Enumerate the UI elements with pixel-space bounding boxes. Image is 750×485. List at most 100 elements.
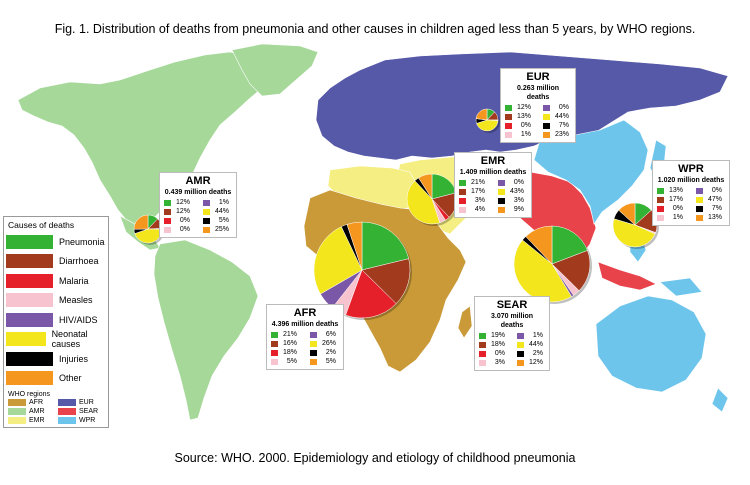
- share-value: 3%: [494, 359, 505, 366]
- cause-legend-item: HIV/AIDS: [4, 310, 108, 330]
- wpr-share-left-1: 17%: [657, 196, 686, 204]
- share-value: 43%: [509, 188, 524, 195]
- amr-share-right-0: 1%: [203, 199, 232, 207]
- sear-slice-diarrhoea: [551, 250, 591, 292]
- afr-share-left-3: 5%: [271, 358, 300, 366]
- eur-share-right-0: 0%: [543, 104, 571, 112]
- color-swatch: [498, 180, 505, 186]
- region-color-swatch: [8, 417, 26, 424]
- region-wpr-nz: [711, 387, 729, 413]
- color-swatch: [517, 333, 524, 339]
- amr-share-right-3: 25%: [203, 226, 232, 234]
- region-color-swatch: [58, 399, 76, 406]
- cause-legend-item: Malaria: [4, 271, 108, 291]
- eur-percent-grid: 12% 0% 13% 44% 0% 7% 1% 23%: [505, 104, 571, 139]
- emr-share-right-1: 43%: [498, 188, 527, 196]
- cause-color-swatch: [6, 254, 53, 269]
- region-amr-south: [153, 239, 259, 421]
- world-map: [17, 43, 729, 421]
- color-swatch: [164, 227, 171, 233]
- share-value: 0%: [513, 179, 524, 186]
- amr-share-left-2: 0%: [164, 217, 193, 225]
- regions-legend-list: AFR EUR AMR SEAR EMR WPR: [4, 399, 108, 424]
- emr-pie: [406, 173, 459, 226]
- amr-slice-other: [133, 214, 149, 230]
- causes-legend-title: Causes of deaths: [8, 220, 75, 230]
- share-value: 21%: [282, 331, 297, 338]
- eur-share-left-2: 0%: [505, 122, 533, 130]
- afr-slice-neonatal-causes: [313, 226, 363, 295]
- afr-region-name: AFR: [293, 307, 317, 319]
- amr-region-name: AMR: [185, 175, 211, 187]
- region-legend-item: EUR: [58, 399, 108, 406]
- region-color-swatch: [8, 408, 26, 415]
- causes-legend-list: Pneumonia Diarrhoea Malaria Measles HIV/AIDS…: [4, 232, 108, 388]
- share-value: 23%: [554, 131, 569, 138]
- cause-legend-item: Other: [4, 369, 108, 389]
- color-swatch: [479, 342, 486, 348]
- eur-share-left-0: 12%: [505, 104, 533, 112]
- share-value: 2%: [325, 349, 336, 356]
- color-swatch: [271, 350, 278, 356]
- color-swatch: [203, 209, 210, 215]
- afr-slice-other: [346, 221, 363, 271]
- eur-region-name: EUR: [526, 71, 550, 83]
- color-swatch: [657, 197, 664, 203]
- region-legend-item: AMR: [8, 408, 58, 415]
- sear-slice-pneumonia: [551, 225, 588, 265]
- color-swatch: [498, 189, 505, 195]
- share-value: 4%: [474, 206, 485, 213]
- color-swatch: [498, 207, 505, 213]
- emr-share-left-0: 21%: [459, 179, 488, 187]
- share-value: 18%: [490, 341, 505, 348]
- share-value: 12%: [516, 104, 531, 111]
- color-swatch: [271, 341, 278, 347]
- wpr-pie: [612, 202, 659, 249]
- wpr-share-left-3: 1%: [657, 214, 686, 222]
- sear-share-right-2: 2%: [517, 350, 545, 358]
- eur-info-box: EUR 0.263 million deaths 12% 0% 13% 44% 0% 7%…: [500, 68, 576, 143]
- color-swatch: [696, 206, 703, 212]
- cause-label: Other: [59, 373, 82, 384]
- color-swatch: [479, 333, 486, 339]
- share-value: 0%: [179, 217, 190, 224]
- emr-share-left-3: 4%: [459, 206, 488, 214]
- emr-share-right-3: 9%: [498, 206, 527, 214]
- share-value: 18%: [282, 349, 297, 356]
- sear-share-right-0: 1%: [517, 332, 545, 340]
- color-swatch: [543, 105, 550, 111]
- sear-share-left-1: 18%: [479, 341, 507, 349]
- share-value: 2%: [532, 350, 543, 357]
- region-label: SEAR: [79, 408, 99, 415]
- afr-share-right-2: 2%: [310, 349, 339, 357]
- share-value: 9%: [513, 206, 524, 213]
- region-legend-item: WPR: [58, 417, 108, 424]
- afr-share-left-1: 16%: [271, 340, 300, 348]
- wpr-info-box: WPR 1.020 million deaths 13% 0% 17% 47% 0% 7%…: [652, 160, 730, 226]
- cause-label: Neonatal causes: [51, 329, 88, 350]
- sear-percent-grid: 19% 1% 18% 44% 0% 2% 3% 12%: [479, 332, 545, 367]
- eur-share-right-1: 44%: [543, 113, 571, 121]
- share-value: 25%: [214, 226, 229, 233]
- color-swatch: [657, 188, 664, 194]
- color-swatch: [517, 360, 524, 366]
- amr-share-right-2: 5%: [203, 217, 232, 225]
- color-swatch: [479, 360, 486, 366]
- share-value: 7%: [711, 205, 722, 212]
- color-swatch: [164, 200, 171, 206]
- region-wpr-australia: [595, 295, 707, 393]
- region-color-swatch: [58, 408, 76, 415]
- afr-pie: [313, 221, 412, 320]
- region-legend-item: SEAR: [58, 408, 108, 415]
- eur-slice-neonatal-causes: [476, 119, 499, 132]
- afr-percent-grid: 21% 6% 16% 26% 18% 2% 5% 5%: [271, 331, 339, 366]
- afr-share-left-2: 18%: [271, 349, 300, 357]
- regions-legend-title: WHO regions: [8, 391, 51, 398]
- color-swatch: [696, 197, 703, 203]
- amr-share-right-1: 44%: [203, 208, 232, 216]
- wpr-region-name: WPR: [678, 163, 704, 175]
- emr-slice-other: [418, 173, 433, 200]
- share-value: 47%: [707, 196, 722, 203]
- wpr-share-left-0: 13%: [657, 187, 686, 195]
- sear-share-right-3: 12%: [517, 359, 545, 367]
